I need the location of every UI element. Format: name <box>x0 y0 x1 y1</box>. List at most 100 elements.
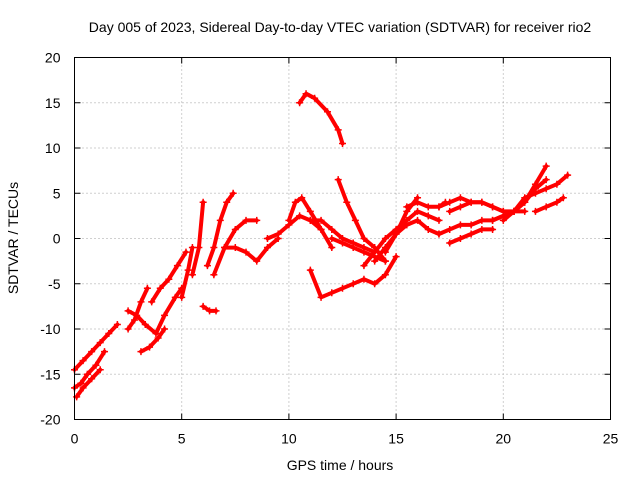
data-point <box>489 203 497 211</box>
data-point <box>216 216 224 224</box>
data-point <box>531 185 539 193</box>
data-point <box>199 302 207 310</box>
series-arc-15 <box>285 194 336 252</box>
series-line <box>74 367 103 399</box>
data-point <box>137 298 145 306</box>
plot-frame <box>74 57 611 420</box>
data-point <box>349 280 357 288</box>
data-point <box>306 216 314 224</box>
data-point <box>360 248 368 256</box>
data-point <box>334 176 342 184</box>
data-point <box>154 334 162 342</box>
data-point <box>291 198 299 206</box>
data-point <box>212 307 220 315</box>
data-point <box>131 316 139 324</box>
data-point <box>210 244 218 252</box>
data-point <box>360 275 368 283</box>
data-point <box>424 203 432 211</box>
data-point <box>446 225 454 233</box>
data-point <box>435 216 443 224</box>
data-point <box>414 207 422 215</box>
data-point <box>381 257 389 265</box>
series-line <box>533 195 566 214</box>
data-point <box>161 325 169 333</box>
data-point <box>223 198 231 206</box>
data-point <box>424 212 432 220</box>
series-arc-10 <box>199 302 220 315</box>
data-point <box>323 108 331 116</box>
series-arc-08 <box>178 244 196 301</box>
data-point <box>542 185 550 193</box>
data-point <box>274 230 282 238</box>
data-point <box>553 180 561 188</box>
data-point <box>182 248 190 256</box>
data-point <box>137 348 145 356</box>
data-point <box>113 320 121 328</box>
data-point <box>489 216 497 224</box>
series-line <box>190 200 206 277</box>
y-tick-label: 0 <box>53 231 61 247</box>
series-line <box>222 236 281 264</box>
data-point <box>403 203 411 211</box>
data-point <box>178 293 186 301</box>
data-point <box>199 198 207 206</box>
series-arc-32 <box>531 194 567 215</box>
data-point <box>510 207 518 215</box>
data-point <box>88 348 96 356</box>
data-point <box>146 343 154 351</box>
data-point <box>414 198 422 206</box>
data-point <box>403 221 411 229</box>
data-point <box>351 216 359 224</box>
data-point <box>253 257 261 265</box>
data-point <box>165 275 173 283</box>
series-arc-05 <box>124 284 151 333</box>
y-tick-label: -5 <box>48 276 61 292</box>
data-point <box>173 262 181 270</box>
data-point <box>242 248 250 256</box>
series-line <box>297 91 345 146</box>
data-point <box>105 330 113 338</box>
data-point <box>317 225 325 233</box>
data-point <box>371 280 379 288</box>
data-point <box>96 339 104 347</box>
y-tick-label: 20 <box>45 50 61 66</box>
x-tick-label: 5 <box>178 431 186 447</box>
data-point <box>328 244 336 252</box>
data-point <box>296 99 304 107</box>
data-point <box>392 230 400 238</box>
data-point <box>143 284 151 292</box>
x-tick-label: 10 <box>281 431 297 447</box>
data-point <box>96 366 104 374</box>
series-group <box>71 90 572 401</box>
data-point <box>206 307 214 315</box>
series-line <box>512 177 549 214</box>
data-point <box>381 271 389 279</box>
data-point <box>285 216 293 224</box>
data-point <box>253 216 261 224</box>
data-point <box>298 194 306 202</box>
data-point <box>456 221 464 229</box>
data-point <box>152 330 160 338</box>
data-point <box>553 198 561 206</box>
data-point <box>231 244 239 252</box>
data-point <box>317 293 325 301</box>
data-point <box>467 221 475 229</box>
data-point <box>242 216 250 224</box>
y-tick-label: -20 <box>40 412 60 428</box>
data-point <box>161 311 169 319</box>
data-point <box>360 235 368 242</box>
data-point <box>92 361 100 369</box>
x-tick-label: 15 <box>388 431 404 447</box>
data-point <box>339 239 346 247</box>
data-point <box>328 235 336 242</box>
data-point <box>478 216 486 224</box>
data-point <box>542 176 550 184</box>
series-arc-20 <box>306 253 400 301</box>
series-arc-06 <box>137 325 169 356</box>
data-point <box>478 198 486 206</box>
data-point <box>521 207 529 215</box>
data-point <box>79 384 87 392</box>
data-point <box>306 266 314 274</box>
series-arc-09 <box>188 198 207 279</box>
series-line <box>139 327 167 354</box>
